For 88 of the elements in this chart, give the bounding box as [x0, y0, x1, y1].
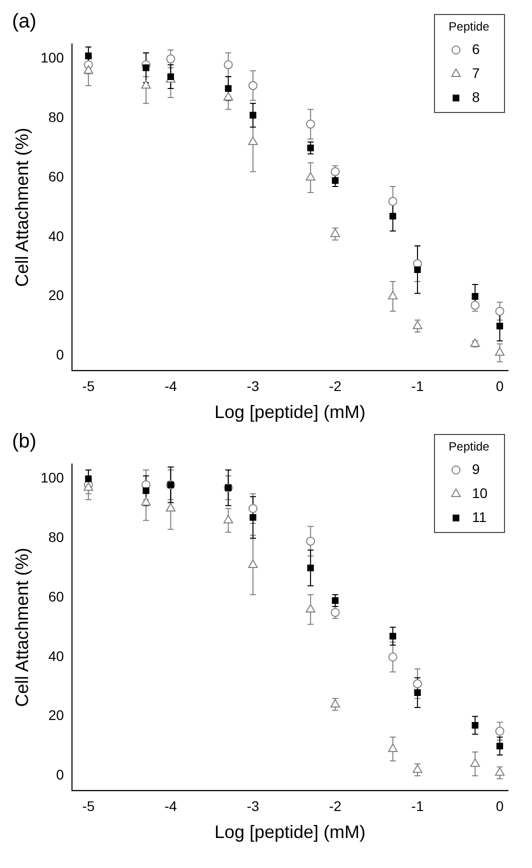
- x-tick-label: -3: [246, 798, 260, 814]
- point: [223, 514, 234, 524]
- x-tick-label: -1: [411, 798, 424, 814]
- y-tick-label: 0: [56, 346, 64, 363]
- point: [332, 597, 339, 604]
- point: [166, 503, 176, 512]
- point: [414, 266, 421, 273]
- point: [412, 320, 422, 330]
- point: [248, 81, 258, 90]
- point: [141, 497, 151, 506]
- point: [248, 559, 258, 568]
- point: [472, 722, 478, 729]
- point: [224, 85, 232, 92]
- point: [332, 177, 339, 184]
- x-tick-label: -2: [329, 378, 342, 394]
- point: [412, 764, 422, 773]
- legend-label: 8: [472, 88, 480, 105]
- legend-label: 7: [472, 64, 480, 81]
- point: [307, 564, 314, 572]
- y-tick-label: 100: [40, 470, 64, 486]
- legend-label: 10: [472, 484, 488, 501]
- y-tick-label: 60: [48, 168, 64, 184]
- point: [306, 536, 316, 546]
- y-tick-label: 40: [48, 648, 64, 664]
- x-tick-label: -4: [164, 378, 178, 394]
- y-tick-label: 100: [40, 50, 64, 66]
- point: [141, 80, 151, 89]
- point: [494, 767, 505, 776]
- y-tick-label: 0: [56, 766, 64, 783]
- point: [307, 144, 314, 152]
- point: [306, 120, 316, 129]
- point: [330, 698, 340, 708]
- x-axis-title: Log [peptide] (mM): [214, 822, 366, 842]
- x-tick-label: -4: [164, 798, 178, 814]
- legend-title: Peptide: [448, 19, 490, 34]
- point: [494, 347, 505, 356]
- point: [224, 60, 233, 70]
- point: [250, 112, 256, 119]
- point: [472, 293, 478, 300]
- point: [306, 604, 316, 612]
- y-tick-label: 20: [48, 287, 64, 304]
- point: [248, 504, 258, 514]
- x-tick-label: -5: [82, 798, 95, 814]
- point: [389, 632, 396, 640]
- point: [248, 136, 258, 145]
- point: [167, 73, 174, 80]
- point: [388, 290, 398, 300]
- point: [223, 92, 234, 100]
- point: [306, 172, 316, 181]
- text: (a): [12, 10, 36, 33]
- point: [388, 196, 398, 206]
- point: [166, 54, 176, 64]
- point: [85, 52, 92, 60]
- point: [413, 679, 422, 688]
- y-tick-label: 20: [48, 707, 64, 724]
- point: [414, 689, 421, 696]
- legend-label: 6: [472, 40, 480, 57]
- point: [85, 476, 92, 482]
- y-tick-label: 60: [48, 588, 64, 604]
- point: [495, 726, 504, 736]
- point: [84, 65, 94, 74]
- point: [496, 742, 504, 750]
- y-axis-title: Cell Attachment (%): [12, 548, 32, 707]
- point: [470, 758, 480, 767]
- x-tick-label: -2: [329, 798, 342, 814]
- point: [250, 514, 256, 521]
- point: [496, 322, 504, 330]
- y-tick-label: 40: [48, 228, 64, 244]
- point: [495, 306, 504, 316]
- x-tick-label: -1: [411, 378, 424, 394]
- legend-title: Peptide: [448, 439, 490, 454]
- point: [389, 212, 396, 220]
- x-tick-label: -5: [82, 378, 95, 394]
- point: [142, 64, 150, 72]
- point: [142, 487, 150, 494]
- point: [388, 744, 398, 752]
- point: [330, 228, 340, 238]
- x-tick-label: 0: [496, 798, 504, 814]
- y-tick-label: 80: [48, 109, 64, 126]
- legend-label: 9: [472, 460, 480, 477]
- y-axis-title: Cell Attachment (%): [12, 128, 32, 287]
- point: [388, 652, 398, 662]
- x-tick-label: -3: [246, 378, 260, 394]
- legend-label: 11: [472, 508, 487, 525]
- y-tick-label: 80: [48, 529, 64, 546]
- x-axis-title: Log [peptide] (mM): [214, 402, 366, 422]
- text: (b): [12, 430, 36, 453]
- x-tick-label: 0: [496, 378, 504, 394]
